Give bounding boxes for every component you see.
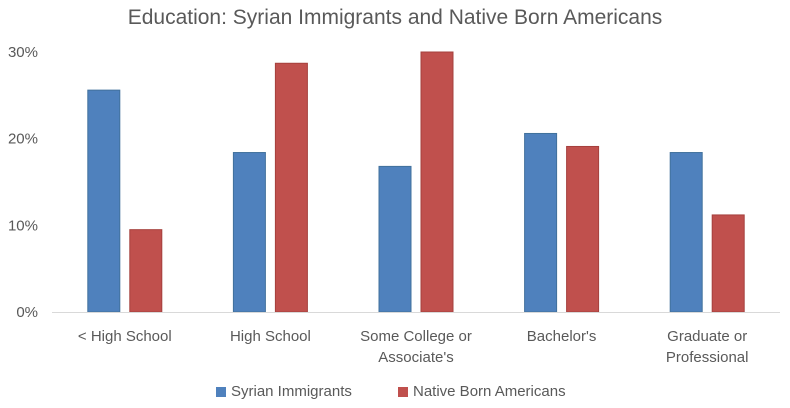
- bar-syrian-immigrants: Syrian Immigrants: 18.4%: [669, 152, 703, 313]
- legend-swatch: [398, 387, 408, 397]
- bar-native-born-americans: Native Born Americans: 9.5%: [129, 229, 163, 313]
- x-axis-category-labels: < High School High School Some College or A…: [78, 328, 749, 366]
- legend-label: Native Born Americans: [413, 383, 566, 400]
- x-category-label: High School: [230, 328, 311, 345]
- bar-native-born-americans: Native Born Americans: 11.2%: [711, 214, 745, 313]
- x-category-label-line: Professional: [666, 349, 749, 366]
- bar-native-born-americans: Native Born Americans: 28.7%: [274, 62, 308, 313]
- bar-syrian-immigrants: Syrian Immigrants: 25.6%: [87, 89, 121, 313]
- x-category-label-line: Bachelor's: [527, 328, 597, 345]
- y-tick-label: 0%: [16, 304, 38, 321]
- y-axis-tick-labels: 0% 10% 20% 30%: [8, 44, 38, 321]
- chart-title: Education: Syrian Immigrants and Native …: [128, 6, 663, 29]
- y-tick-label: 30%: [8, 44, 38, 61]
- legend-swatch: [216, 387, 226, 397]
- bar-native-born-americans: Native Born Americans: 19.1%: [566, 145, 600, 313]
- x-category-label: Graduate or Professional: [666, 328, 749, 366]
- x-category-label-line: High School: [230, 328, 311, 345]
- x-category-label: Some College or Associate's: [360, 328, 472, 366]
- x-category-label-line: Associate's: [378, 349, 453, 366]
- bar-native-born-americans: Native Born Americans: 30%: [420, 51, 454, 313]
- y-tick-label: 10%: [8, 217, 38, 234]
- bar-syrian-immigrants: Syrian Immigrants: 18.4%: [232, 152, 266, 313]
- bar-syrian-immigrants: Syrian Immigrants: 16.8%: [378, 165, 412, 313]
- y-tick-label: 20%: [8, 131, 38, 148]
- bar-series: Syrian Immigrants: 25.6%Native Born Amer…: [87, 51, 745, 313]
- x-category-label-line: Graduate or: [667, 328, 747, 345]
- x-category-label: < High School: [78, 328, 172, 345]
- bar-syrian-immigrants: Syrian Immigrants: 20.6%: [524, 132, 558, 313]
- legend: Syrian Immigrants Native Born Americans: [216, 383, 566, 400]
- x-category-label: Bachelor's: [527, 328, 597, 345]
- x-category-label-line: < High School: [78, 328, 172, 345]
- x-category-label-line: Some College or: [360, 328, 472, 345]
- legend-label: Syrian Immigrants: [231, 383, 352, 400]
